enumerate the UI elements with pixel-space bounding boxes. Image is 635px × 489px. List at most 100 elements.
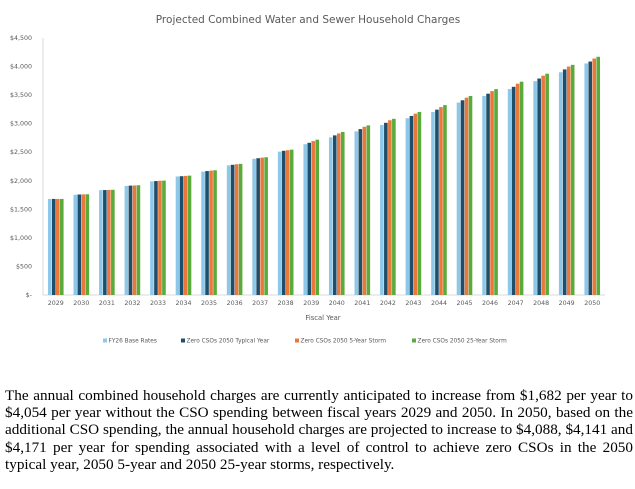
y-tick-label: $2,000 [10, 178, 32, 185]
y-tick-label: $1,000 [10, 235, 32, 242]
y-axis-ticks: $- $500 $1,000 $1,500 $2,000 $2,500 $3,000 $3,5… [10, 35, 32, 299]
bar-zero-csos-2050-25-year-storm-2042 [392, 118, 396, 295]
x-tick-label: 2042 [380, 300, 396, 307]
x-tick-label: 2033 [150, 300, 166, 307]
bar-fy26-base-rates-2041 [354, 131, 359, 295]
x-tick-label: 2045 [456, 300, 472, 307]
bar-zero-csos-2050-typical-year-2048 [537, 78, 541, 295]
bar-zero-csos-2050-25-year-storm-2045 [468, 95, 473, 295]
bar-zero-csos-2050-typical-year-2038 [281, 150, 286, 295]
bar-zero-csos-2050-25-year-storm-2043 [417, 111, 422, 296]
x-tick-label: 2029 [48, 300, 64, 307]
bar-zero-csos-2050-25-year-storm-2049 [570, 64, 575, 295]
bar-zero-csos-2050-typical-year-2033 [154, 181, 158, 295]
bar-zero-csos-2050-5-year-storm-2039 [311, 141, 316, 295]
bar-zero-csos-2050-5-year-storm-2048 [541, 75, 545, 295]
x-tick-label: 2050 [584, 300, 600, 307]
bar-zero-csos-2050-typical-year-2039 [307, 142, 312, 295]
bar-zero-csos-2050-5-year-storm-2044 [439, 107, 443, 295]
bar-zero-csos-2050-25-year-storm-2031 [111, 189, 115, 295]
bar-zero-csos-2050-5-year-storm-2032 [132, 185, 137, 295]
bar-zero-csos-2050-25-year-storm-2034 [187, 175, 192, 295]
x-tick-label: 2032 [124, 300, 140, 307]
y-tick-label: $500 [16, 263, 32, 270]
bar-zero-csos-2050-25-year-storm-2041 [366, 125, 371, 295]
legend-label: Zero CSOs 2050 25-Year Storm [418, 339, 508, 345]
bar-zero-csos-2050-5-year-storm-2046 [490, 91, 494, 295]
bar-zero-csos-2050-5-year-storm-2035 [209, 170, 213, 295]
bar-zero-csos-2050-25-year-storm-2030 [85, 194, 90, 295]
legend-swatch [103, 338, 107, 343]
x-tick-label: 2047 [508, 300, 524, 307]
x-tick-label: 2040 [329, 300, 345, 307]
bar-zero-csos-2050-25-year-storm-2029 [59, 198, 64, 295]
y-tick-label: $- [26, 292, 32, 299]
bar-zero-csos-2050-5-year-storm-2045 [464, 97, 469, 296]
bar-zero-csos-2050-5-year-storm-2029 [55, 198, 60, 295]
x-tick-label: 2049 [559, 300, 575, 307]
bar-zero-csos-2050-25-year-storm-2044 [443, 105, 447, 295]
x-tick-label: 2037 [252, 300, 268, 307]
x-tick-label: 2039 [303, 300, 319, 307]
bar-fy26-base-rates-2038 [277, 151, 282, 295]
bar-fy26-base-rates-2044 [431, 111, 435, 296]
bar-fy26-base-rates-2031 [99, 190, 103, 295]
y-tick-label: $3,500 [10, 92, 32, 99]
bar-fy26-base-rates-2043 [405, 118, 410, 296]
legend-swatch [295, 338, 299, 343]
bar-zero-csos-2050-5-year-storm-2034 [183, 175, 188, 295]
bar-zero-csos-2050-5-year-storm-2030 [81, 194, 86, 295]
x-tick-label: 2031 [99, 300, 115, 307]
bar-zero-csos-2050-typical-year-2040 [332, 135, 337, 295]
bar-zero-csos-2050-5-year-storm-2047 [515, 83, 520, 295]
bar-zero-csos-2050-5-year-storm-2037 [260, 157, 264, 295]
bar-zero-csos-2050-25-year-storm-2048 [545, 73, 549, 295]
bar-zero-csos-2050-typical-year-2046 [486, 93, 490, 296]
x-tick-label: 2035 [201, 300, 217, 307]
y-tick-label: $2,500 [10, 149, 32, 156]
bar-zero-csos-2050-5-year-storm-2040 [336, 133, 341, 295]
bar-fy26-base-rates-2045 [456, 102, 461, 295]
bar-fy26-base-rates-2033 [150, 181, 154, 295]
y-tick-label: $4,000 [10, 64, 32, 71]
bar-zero-csos-2050-25-year-storm-2040 [340, 131, 345, 295]
bars [47, 56, 601, 296]
bar-zero-csos-2050-25-year-storm-2047 [519, 81, 524, 295]
bar-zero-csos-2050-5-year-storm-2036 [234, 164, 239, 295]
bar-zero-csos-2050-5-year-storm-2041 [362, 126, 367, 295]
bar-fy26-base-rates-2037 [252, 158, 256, 295]
bar-zero-csos-2050-typical-year-2044 [435, 109, 439, 295]
bar-zero-csos-2050-25-year-storm-2033 [162, 180, 166, 295]
bar-zero-csos-2050-typical-year-2034 [179, 176, 184, 295]
description-paragraph: The annual combined household charges ar… [5, 387, 633, 473]
bar-zero-csos-2050-typical-year-2032 [128, 185, 133, 295]
chart-title: Projected Combined Water and Sewer House… [156, 14, 460, 26]
bar-zero-csos-2050-typical-year-2047 [511, 86, 516, 295]
bar-zero-csos-2050-typical-year-2036 [230, 164, 235, 295]
bar-fy26-base-rates-2050 [584, 63, 589, 295]
bar-zero-csos-2050-typical-year-2041 [358, 129, 363, 295]
bar-zero-csos-2050-25-year-storm-2035 [213, 170, 217, 295]
bar-zero-csos-2050-5-year-storm-2038 [285, 150, 290, 295]
bar-zero-csos-2050-typical-year-2035 [205, 171, 209, 295]
bar-zero-csos-2050-25-year-storm-2032 [136, 185, 141, 295]
x-tick-label: 2030 [73, 300, 89, 307]
bar-zero-csos-2050-25-year-storm-2046 [494, 89, 498, 295]
y-tick-label: $1,500 [10, 206, 32, 213]
legend-swatch [412, 338, 416, 343]
legend-label: FY26 Base Rates [109, 339, 157, 345]
bar-fy26-base-rates-2039 [303, 144, 308, 295]
bar-zero-csos-2050-typical-year-2043 [409, 115, 414, 296]
legend: FY26 Base Rates Zero CSOs 2050 Typical Ye… [103, 338, 508, 345]
bar-zero-csos-2050-typical-year-2050 [588, 61, 593, 295]
x-tick-label: 2036 [227, 300, 243, 307]
bar-zero-csos-2050-25-year-storm-2038 [289, 149, 294, 295]
bar-fy26-base-rates-2046 [482, 95, 486, 295]
bar-fy26-base-rates-2048 [533, 81, 537, 296]
chart-svg: Projected Combined Water and Sewer House… [10, 14, 605, 345]
bar-zero-csos-2050-5-year-storm-2031 [107, 189, 111, 295]
x-tick-label: 2048 [533, 300, 549, 307]
bar-zero-csos-2050-typical-year-2030 [77, 194, 82, 295]
bar-zero-csos-2050-25-year-storm-2037 [264, 157, 268, 295]
bar-fy26-base-rates-2036 [226, 165, 231, 295]
